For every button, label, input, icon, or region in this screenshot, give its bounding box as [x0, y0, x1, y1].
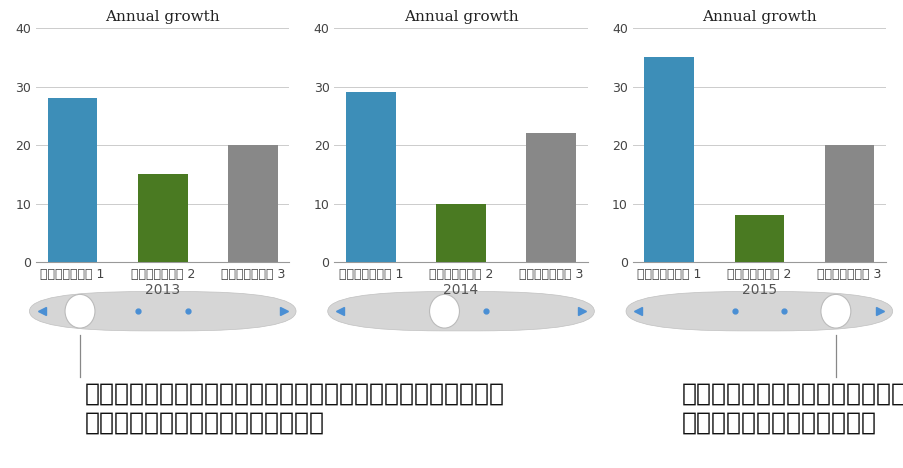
Text: ชื่อของชุดข้อมูล
ที่คุณกำลังดู: ชื่อของชุดข้อมูล ที่คุณกำลังดู [682, 381, 903, 434]
Bar [138, 175, 187, 262]
Bar [526, 133, 575, 262]
Title: Annual growth: Annual growth [106, 10, 219, 24]
Bar [644, 58, 694, 262]
Text: 2014: 2014 [443, 283, 478, 297]
Text: 2015: 2015 [741, 283, 776, 297]
Bar [346, 93, 396, 262]
Text: 2013: 2013 [145, 283, 180, 297]
Ellipse shape [820, 294, 850, 328]
FancyBboxPatch shape [328, 292, 593, 331]
Bar [824, 145, 873, 262]
Bar [48, 98, 98, 262]
Bar [436, 204, 485, 262]
Ellipse shape [429, 294, 459, 328]
Bar [228, 145, 277, 262]
Text: ลากตัวเลื่อนเพื่อดูชุดข้อมูล
อื่นหรือแตะลูกศร: ลากตัวเลื่อนเพื่อดูชุดข้อมูล อื่นหรือแตะ… [84, 381, 504, 434]
FancyBboxPatch shape [30, 292, 295, 331]
Bar [734, 215, 783, 262]
Title: Annual growth: Annual growth [702, 10, 815, 24]
Title: Annual growth: Annual growth [404, 10, 517, 24]
Ellipse shape [65, 294, 95, 328]
FancyBboxPatch shape [626, 292, 891, 331]
